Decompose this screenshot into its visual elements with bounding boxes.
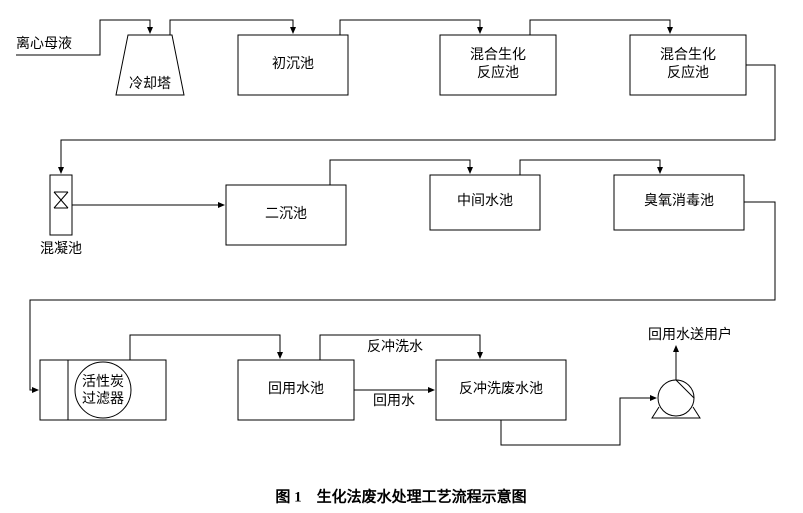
edge-cooling-to-primary — [170, 20, 293, 35]
to-user-label: 回用水送用户 — [648, 326, 732, 343]
secondary-sed-label: 二沉池 — [265, 206, 307, 222]
edge-mid-to-ozone — [520, 160, 660, 175]
filter-label-2: 过滤器 — [82, 391, 124, 407]
node-pump — [652, 380, 700, 418]
edge-filter-to-reuse — [130, 335, 280, 360]
node-carbon-filter: 活性炭 过滤器 — [40, 360, 166, 420]
node-cooling-tower: 冷却塔 — [116, 35, 184, 95]
mid-tank-label: 中间水池 — [457, 193, 513, 209]
node-bio-reactor-2 — [630, 35, 746, 95]
bio1-label-1: 混合生化 — [470, 47, 526, 63]
backwash-water-label: 反冲洗水 — [367, 339, 423, 355]
reuse-tank-label: 回用水池 — [268, 381, 324, 397]
node-coag-tank: 混凝池 — [40, 175, 82, 257]
node-bio-reactor-1 — [440, 35, 556, 95]
bio2-label-2: 反应池 — [667, 64, 709, 81]
coag-label: 混凝池 — [40, 241, 82, 257]
figure-caption: 图 1 生化法废水处理工艺流程示意图 — [275, 487, 526, 505]
reuse-water-label: 回用水 — [373, 393, 415, 409]
edge-bio1-to-bio2 — [530, 20, 670, 35]
cooling-tower-label: 冷却塔 — [129, 76, 171, 92]
ozone-label: 臭氧消毒池 — [644, 193, 714, 209]
bio1-label-2: 反应池 — [477, 64, 519, 81]
inlet-label: 离心母液 — [16, 35, 72, 52]
backwash-tank-label: 反冲洗废水池 — [459, 381, 543, 397]
filter-label-1: 活性炭 — [82, 374, 124, 390]
primary-sed-label: 初沉池 — [272, 55, 314, 72]
edge-primary-to-bio1 — [340, 20, 480, 35]
bio2-label-1: 混合生化 — [660, 47, 716, 63]
